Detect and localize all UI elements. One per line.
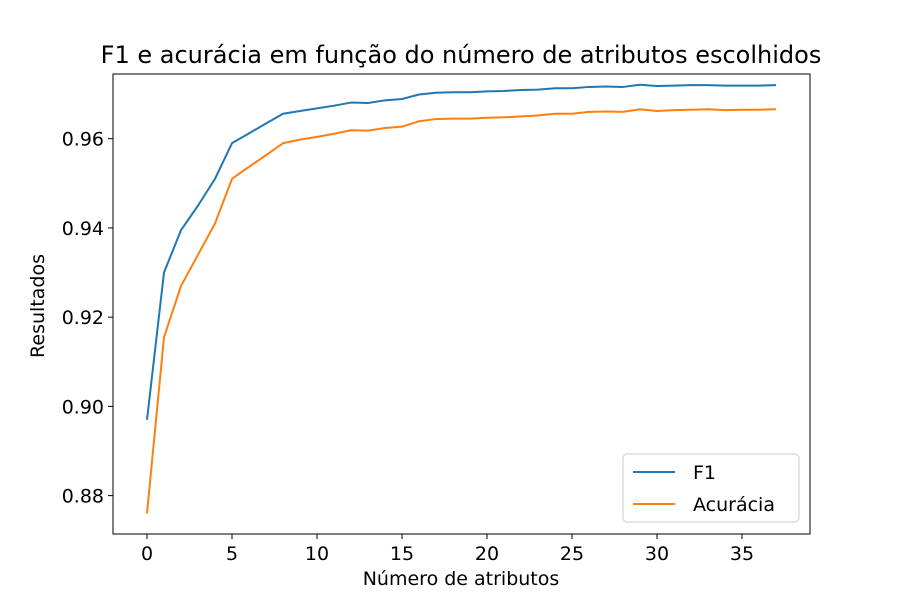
- x-axis-label: Número de atributos: [363, 568, 560, 590]
- x-tick-label: 20: [475, 543, 499, 565]
- x-tick-label: 35: [730, 543, 754, 565]
- axes-frame: [112, 73, 811, 535]
- series-line-f1: [146, 83, 777, 420]
- x-tick-label: 25: [560, 543, 584, 565]
- y-tick-label: 0.92: [62, 307, 104, 329]
- legend-label-acuracia: Acurácia: [693, 494, 775, 516]
- legend: F1 Acurácia: [622, 453, 800, 523]
- series-line-acuracia: [146, 108, 777, 514]
- y-tick-label: 0.90: [62, 396, 104, 418]
- x-tick-label: 15: [390, 543, 414, 565]
- plot-area: 0 5 10 15 20 25 30 35 0.88 0.90 0.92 0.94 0.96: [62, 73, 811, 565]
- legend-label-f1: F1: [693, 462, 716, 484]
- y-tick-label: 0.88: [62, 486, 104, 508]
- y-tick-label: 0.94: [62, 218, 104, 240]
- y-tick-label: 0.96: [62, 129, 104, 151]
- chart-title: F1 e acurácia em função do número de atr…: [101, 41, 822, 69]
- x-tick-label: 0: [141, 543, 153, 565]
- x-tick-label: 5: [226, 543, 238, 565]
- y-axis-label: Resultados: [27, 254, 49, 358]
- x-tick-label: 30: [645, 543, 669, 565]
- x-tick-label: 10: [305, 543, 329, 565]
